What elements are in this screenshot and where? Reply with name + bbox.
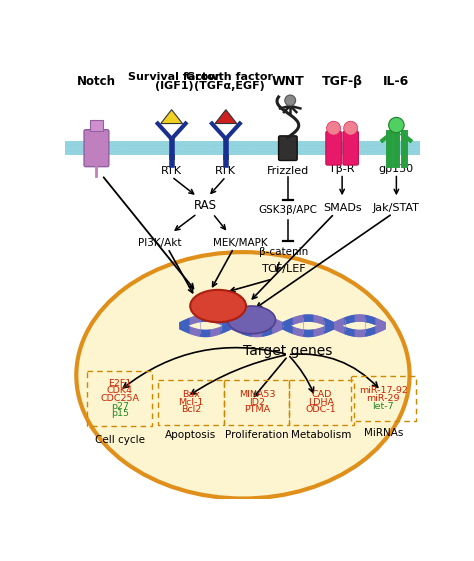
Text: Target genes: Target genes bbox=[243, 344, 333, 358]
Polygon shape bbox=[215, 109, 237, 123]
Text: Tβ-R: Tβ-R bbox=[329, 164, 355, 174]
Text: LDHA: LDHA bbox=[308, 398, 334, 407]
Text: Myc: Myc bbox=[202, 299, 234, 313]
Text: Growth factor: Growth factor bbox=[186, 72, 273, 81]
Circle shape bbox=[344, 121, 357, 135]
Text: CAD: CAD bbox=[311, 390, 331, 399]
Text: E2F1: E2F1 bbox=[108, 379, 131, 388]
Text: TGF-β: TGF-β bbox=[322, 75, 363, 88]
FancyBboxPatch shape bbox=[279, 136, 297, 160]
Text: gp130: gp130 bbox=[379, 164, 414, 174]
Text: Cell cycle: Cell cycle bbox=[95, 435, 145, 445]
FancyBboxPatch shape bbox=[343, 131, 358, 165]
Text: Bax: Bax bbox=[182, 390, 200, 399]
Text: β-catenin: β-catenin bbox=[259, 247, 309, 257]
Text: RTK: RTK bbox=[161, 166, 182, 176]
Text: Frizzled: Frizzled bbox=[267, 166, 309, 176]
Ellipse shape bbox=[190, 290, 246, 322]
Text: MINA53: MINA53 bbox=[238, 390, 275, 399]
FancyBboxPatch shape bbox=[84, 130, 109, 167]
Text: (TGFα,EGF): (TGFα,EGF) bbox=[194, 81, 265, 91]
Ellipse shape bbox=[76, 252, 410, 499]
Text: (IGF1): (IGF1) bbox=[155, 81, 193, 91]
Circle shape bbox=[285, 95, 296, 106]
Text: Proliferation: Proliferation bbox=[225, 430, 289, 440]
Text: Mcl-1: Mcl-1 bbox=[178, 398, 204, 407]
Ellipse shape bbox=[228, 306, 275, 334]
Text: PI3K/Akt: PI3K/Akt bbox=[138, 238, 182, 248]
Text: Bcl2: Bcl2 bbox=[181, 406, 201, 415]
Text: MEK/MAPK: MEK/MAPK bbox=[212, 238, 267, 248]
Text: ID2: ID2 bbox=[249, 398, 265, 407]
Text: Notch: Notch bbox=[77, 75, 116, 88]
Text: p15: p15 bbox=[111, 410, 129, 419]
Text: RTK: RTK bbox=[215, 166, 237, 176]
Text: miR-29: miR-29 bbox=[366, 394, 400, 403]
Text: SMADs: SMADs bbox=[323, 203, 362, 213]
Circle shape bbox=[327, 121, 341, 135]
Text: GSK3β/APC: GSK3β/APC bbox=[258, 205, 318, 215]
Text: Jak/STAT: Jak/STAT bbox=[373, 203, 420, 213]
Text: Apoptosis: Apoptosis bbox=[165, 430, 217, 440]
FancyBboxPatch shape bbox=[326, 131, 341, 165]
Text: PTMA: PTMA bbox=[244, 406, 270, 415]
Text: p27: p27 bbox=[111, 402, 129, 411]
Text: Survival factor: Survival factor bbox=[128, 72, 220, 81]
Text: let-7: let-7 bbox=[373, 402, 394, 411]
Text: Max: Max bbox=[237, 314, 266, 327]
Polygon shape bbox=[161, 109, 182, 123]
Bar bbox=[65, 141, 420, 155]
Text: IL-6: IL-6 bbox=[383, 75, 410, 88]
Text: Metabolism: Metabolism bbox=[291, 430, 351, 440]
Text: CDK4: CDK4 bbox=[107, 386, 133, 395]
Text: CDC25A: CDC25A bbox=[100, 394, 139, 403]
Circle shape bbox=[389, 117, 404, 133]
Text: miR-17-92: miR-17-92 bbox=[359, 386, 408, 395]
Text: RAS: RAS bbox=[193, 199, 217, 213]
Text: MiRNAs: MiRNAs bbox=[364, 428, 403, 438]
Text: ODC-1: ODC-1 bbox=[306, 406, 337, 415]
Text: TCF/LEF: TCF/LEF bbox=[262, 264, 306, 274]
Text: WNT: WNT bbox=[272, 75, 304, 88]
Bar bbox=[90, 121, 103, 131]
